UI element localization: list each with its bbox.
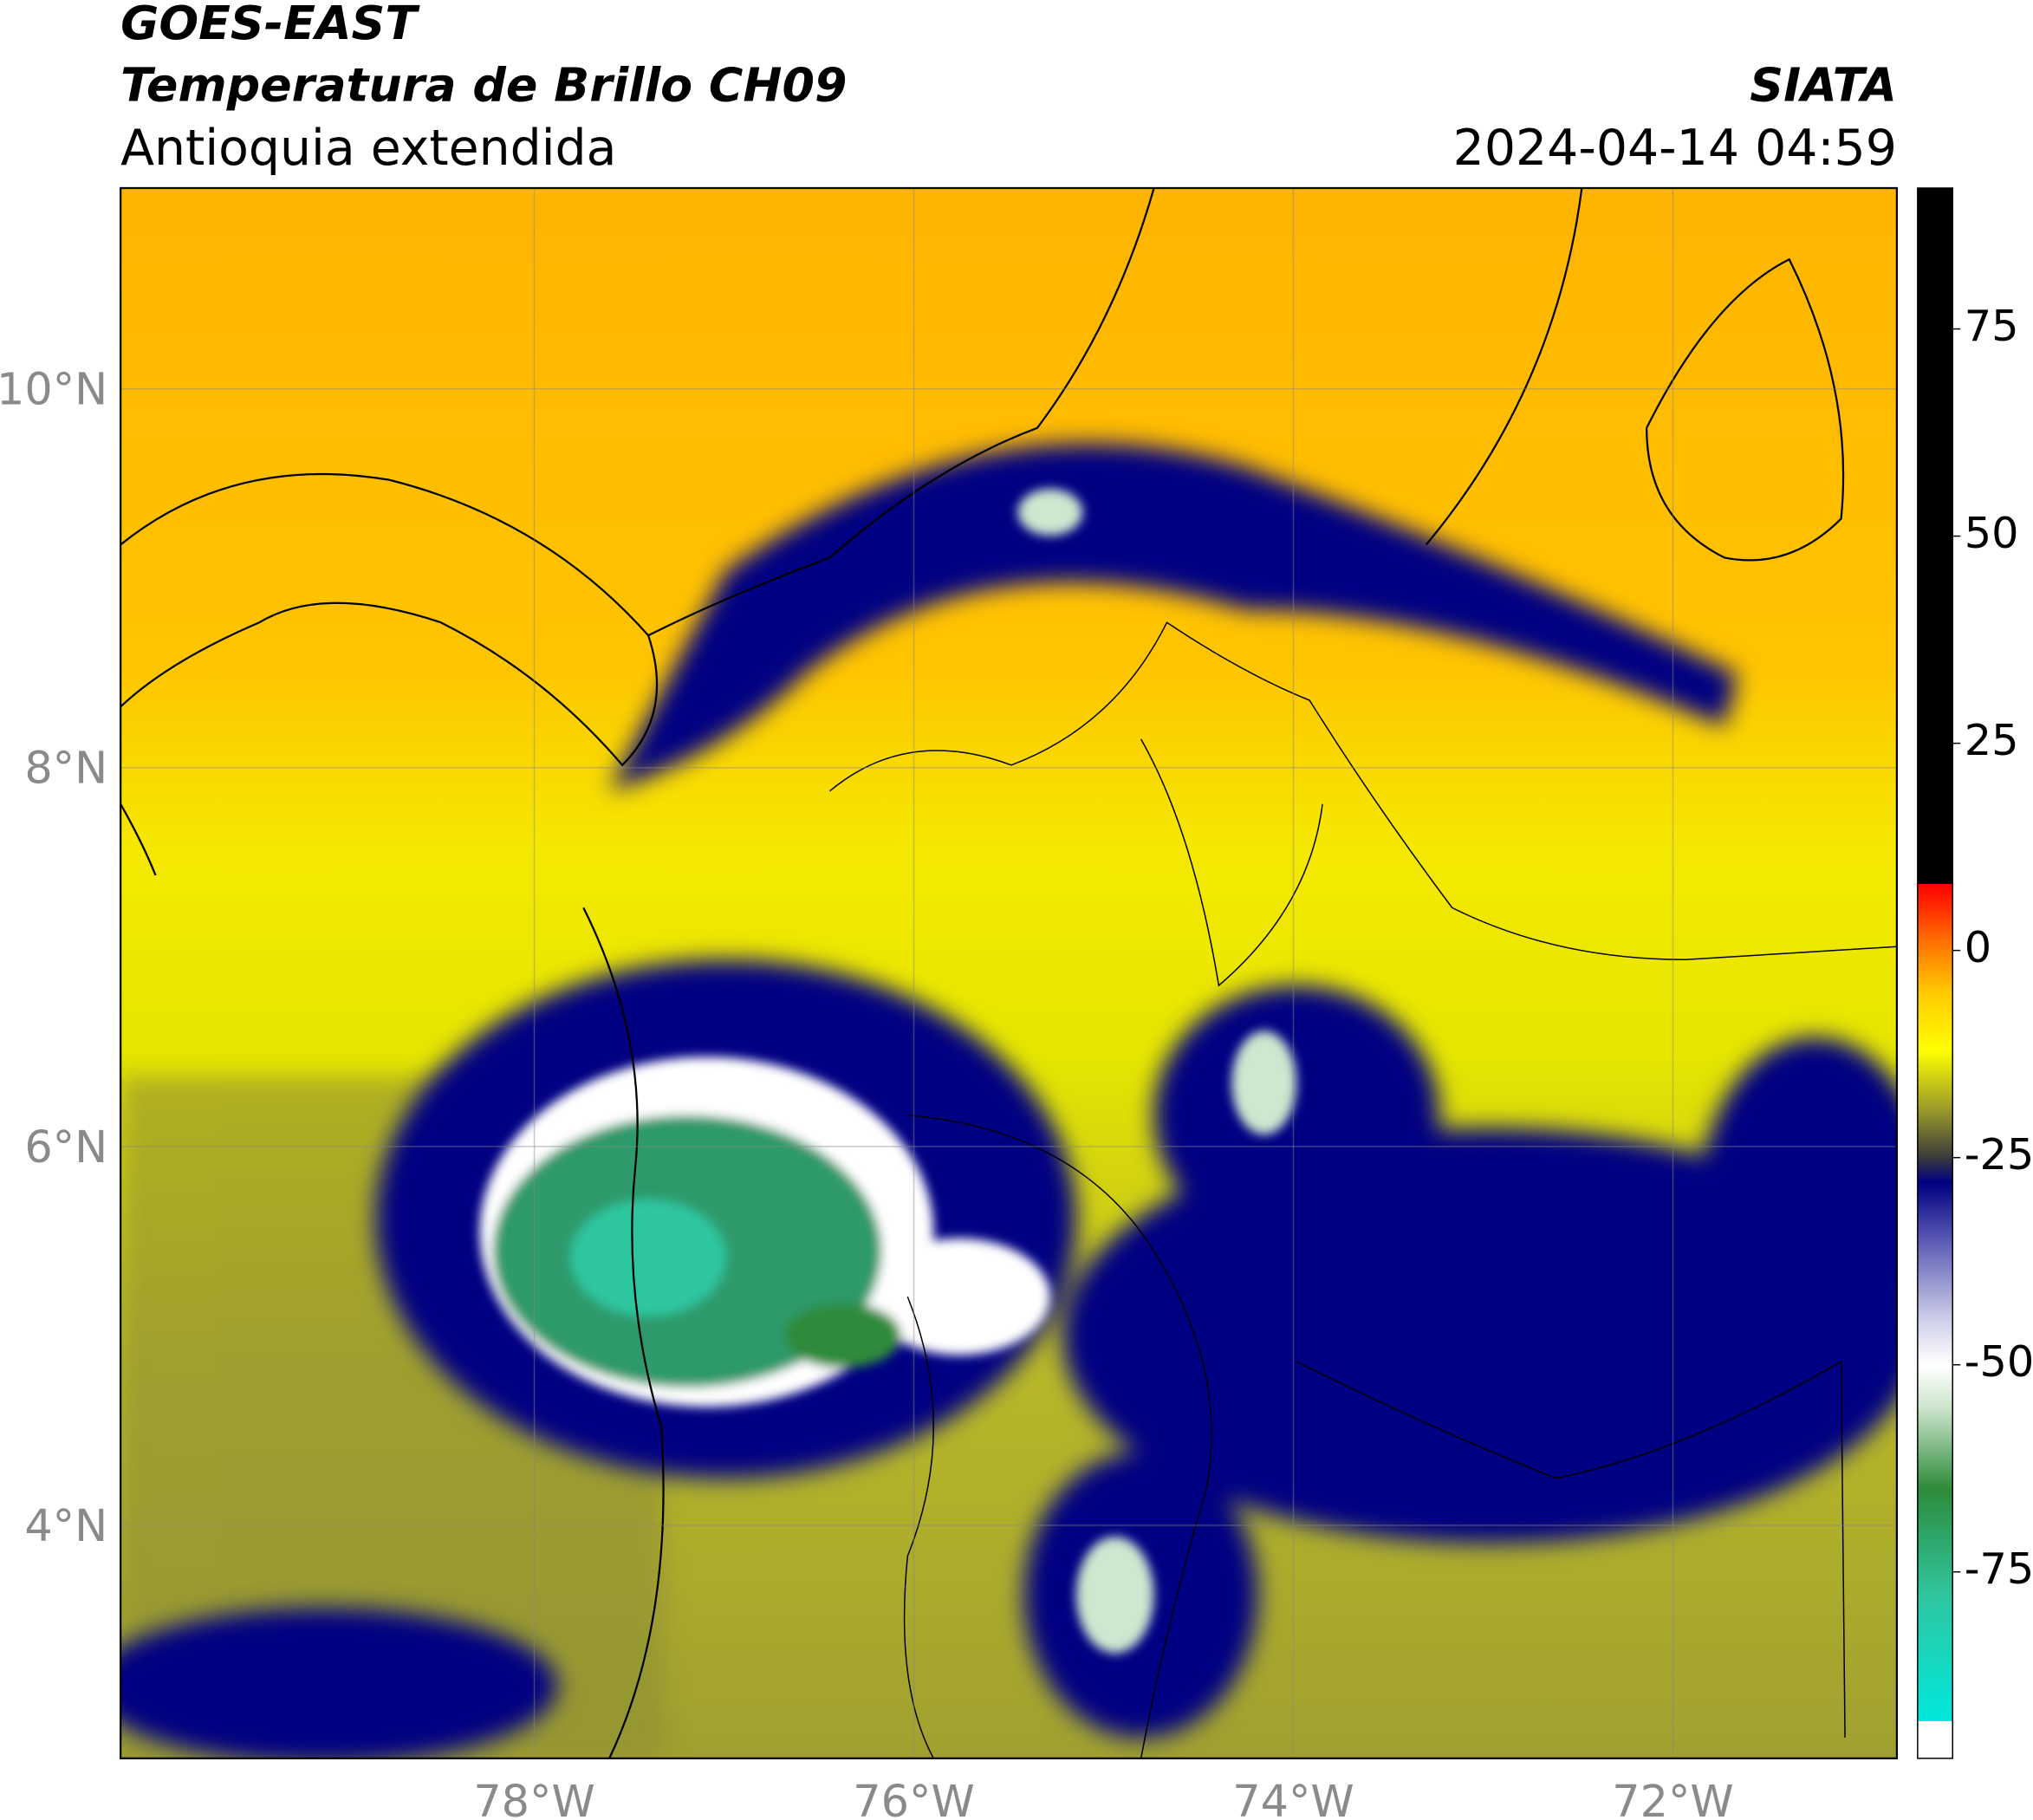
title: GOES-EAST [120, 0, 420, 50]
x-tick-label: 74°W [1232, 1776, 1354, 1820]
x-tick-label: 78°W [473, 1776, 594, 1820]
satellite-image [120, 188, 1897, 1758]
colorbar-tick-label: -75 [1965, 1544, 2033, 1594]
y-tick-label: 10°N [0, 364, 107, 415]
colorbar [1917, 187, 1953, 1759]
y-tick-label: 8°N [24, 743, 107, 794]
source: SIATA [1750, 58, 1897, 113]
region: Antioquia extendida [120, 120, 616, 177]
colorbar-tick-label: 0 [1965, 922, 1991, 972]
colorbar-tick-label: -50 [1965, 1336, 2033, 1387]
subtitle: Temperatura de Brillo CH09 [120, 58, 847, 113]
colorbar-tick-label: 75 [1965, 301, 2019, 351]
colorbar-tick-label: 25 [1965, 715, 2019, 765]
map-frame [120, 186, 1899, 1759]
x-tick-label: 76°W [853, 1776, 974, 1820]
y-tick-label: 4°N [24, 1500, 107, 1551]
y-tick-label: 6°N [24, 1121, 107, 1173]
colorbar-tick-label: -25 [1965, 1129, 2033, 1180]
x-tick-label: 72°W [1612, 1776, 1733, 1820]
graticule [120, 188, 1897, 1758]
colorbar-tick-label: 50 [1965, 508, 2019, 558]
datetime: 2024-04-14 04:59 [1453, 120, 1897, 177]
